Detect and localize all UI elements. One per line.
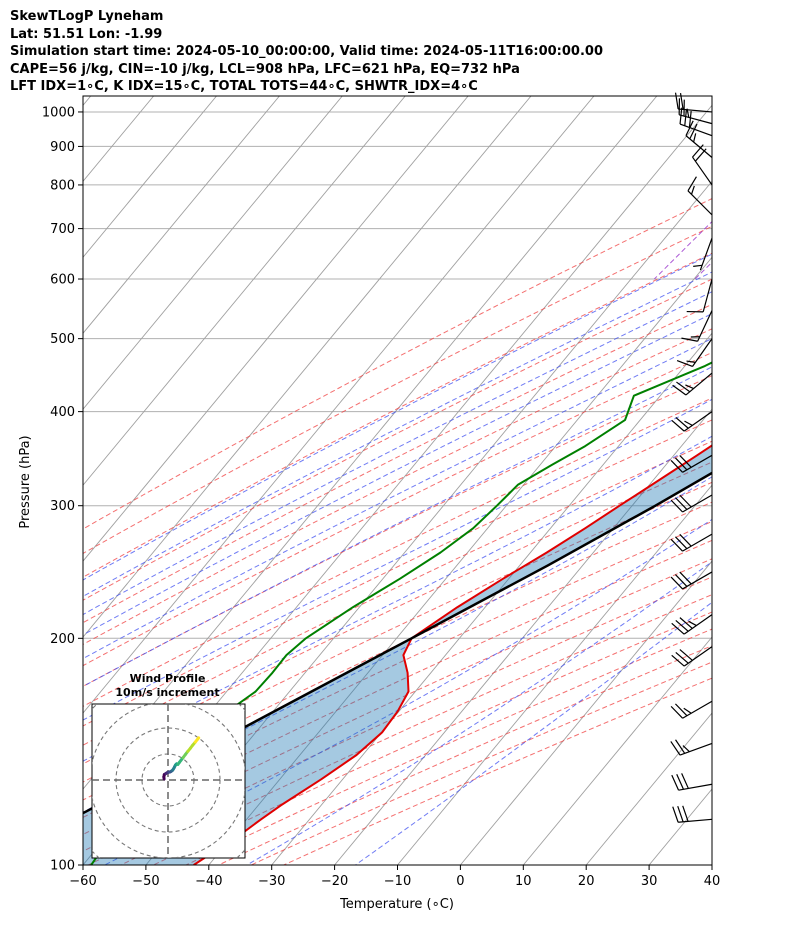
wind-barb <box>671 411 713 432</box>
x-tick-label: 0 <box>456 874 464 889</box>
location-line: Lat: 51.51 Lon: -1.99 <box>10 26 163 42</box>
dry-adiabat <box>83 397 712 707</box>
x-tick-label: 20 <box>578 874 595 889</box>
wind-barb <box>693 237 713 271</box>
isotherm-line <box>775 96 794 865</box>
isotherm-line <box>334 408 712 865</box>
moist-adiabat <box>83 337 712 660</box>
wind-barb <box>672 372 713 396</box>
y-axis-label: Pressure (hPa) <box>18 435 33 528</box>
isotherm-line <box>145 180 712 865</box>
mixing-ratio-line <box>653 220 712 280</box>
x-tick-label: 40 <box>704 874 721 889</box>
x-axis-ticks: −60 −50 −40 −30 −20 −10 0 10 20 30 40 <box>69 865 720 889</box>
wind-barbs <box>670 92 713 823</box>
x-tick-label: −10 <box>384 874 411 889</box>
y-tick-label: 700 <box>50 222 75 237</box>
moist-adiabat <box>104 518 712 865</box>
isotherm-line <box>83 96 406 486</box>
y-tick-label: 600 <box>50 273 75 288</box>
x-tick-label: 30 <box>641 874 658 889</box>
wind-barb <box>670 533 713 552</box>
moist-adiabat <box>83 476 712 813</box>
dry-adiabat <box>83 278 712 601</box>
y-tick-label: 1000 <box>42 105 75 120</box>
x-tick-label: −60 <box>69 874 96 889</box>
dry-adiabat <box>83 520 712 819</box>
wind-barb <box>679 107 713 137</box>
isotherm-line <box>522 636 712 865</box>
dry-adiabat <box>83 539 712 836</box>
isotherm-line <box>83 96 92 107</box>
y-tick-label: 100 <box>50 859 75 874</box>
isotherm-line <box>711 864 712 865</box>
x-tick-label: −20 <box>321 874 348 889</box>
temperature-profile-line <box>193 444 712 865</box>
wind-barb <box>681 310 713 342</box>
dry-adiabat <box>83 375 712 687</box>
dry-adiabat <box>83 328 712 645</box>
wind-barb <box>671 614 713 635</box>
y-tick-label: 300 <box>50 499 75 514</box>
wind-barb <box>670 700 713 719</box>
isotherm-line <box>397 484 712 865</box>
isotherm-line <box>460 560 712 865</box>
wind-barb <box>670 454 713 473</box>
parcel-profile-line <box>83 471 712 815</box>
x-axis-label: Temperature (∘C) <box>339 897 454 912</box>
isotherm-line <box>83 96 280 334</box>
isotherm-line <box>83 96 532 638</box>
dry-adiabat <box>83 501 712 801</box>
x-tick-label: −40 <box>195 874 222 889</box>
wind-barb <box>692 144 713 186</box>
wind-barb <box>676 338 713 368</box>
y-tick-label: 200 <box>50 632 75 647</box>
dry-adiabat <box>83 481 712 783</box>
moist-adiabat <box>355 601 712 865</box>
wind-barb <box>678 98 713 125</box>
isotherm-line <box>585 712 712 865</box>
dry-adiabat <box>83 252 712 578</box>
y-tick-label: 400 <box>50 405 75 420</box>
y-tick-label: 500 <box>50 332 75 347</box>
x-tick-label: −50 <box>132 874 159 889</box>
moist-adiabat <box>83 291 712 616</box>
x-tick-label: −30 <box>258 874 285 889</box>
isotherm-line <box>83 96 217 258</box>
wind-barb <box>670 739 713 756</box>
moist-adiabat <box>83 398 712 721</box>
wind-barb <box>685 120 713 158</box>
moist-adiabat <box>83 271 712 597</box>
indices-line-2: LFT IDX=1∘C, K IDX=15∘C, TOTAL TOTS=44∘C… <box>10 79 478 94</box>
moist-adiabat <box>83 366 712 688</box>
isotherm-line <box>208 256 712 865</box>
wind-barb <box>671 773 713 791</box>
wind-barb <box>670 571 713 590</box>
isotherm-line <box>83 96 343 410</box>
hodograph-subtitle: 10m/s increment <box>115 686 219 699</box>
y-tick-label: 800 <box>50 178 75 193</box>
x-tick-label: 10 <box>515 874 532 889</box>
wind-barb <box>672 805 713 823</box>
y-axis-ticks: 1000 900 800 700 600 500 400 300 200 100 <box>42 105 83 874</box>
wind-barb <box>687 176 713 216</box>
wind-barb <box>671 646 713 667</box>
isotherm-line <box>83 96 469 562</box>
title-block: SkewTLogP Lyneham Lat: 51.51 Lon: -1.99 … <box>10 8 603 96</box>
hodograph-title: Wind Profile <box>130 672 206 685</box>
chart-title: SkewTLogP Lyneham <box>10 9 164 24</box>
wind-barb <box>686 278 713 313</box>
indices-line-1: CAPE=56 j/kg, CIN=-10 j/kg, LCL=908 hPa,… <box>10 61 520 77</box>
y-tick-label: 900 <box>50 140 75 155</box>
time-line: Simulation start time: 2024-05-10_00:00:… <box>10 44 603 59</box>
isotherm-line <box>83 96 595 714</box>
wind-barb <box>670 494 713 513</box>
hodograph-segment <box>195 736 201 741</box>
dry-adiabat <box>83 440 712 746</box>
